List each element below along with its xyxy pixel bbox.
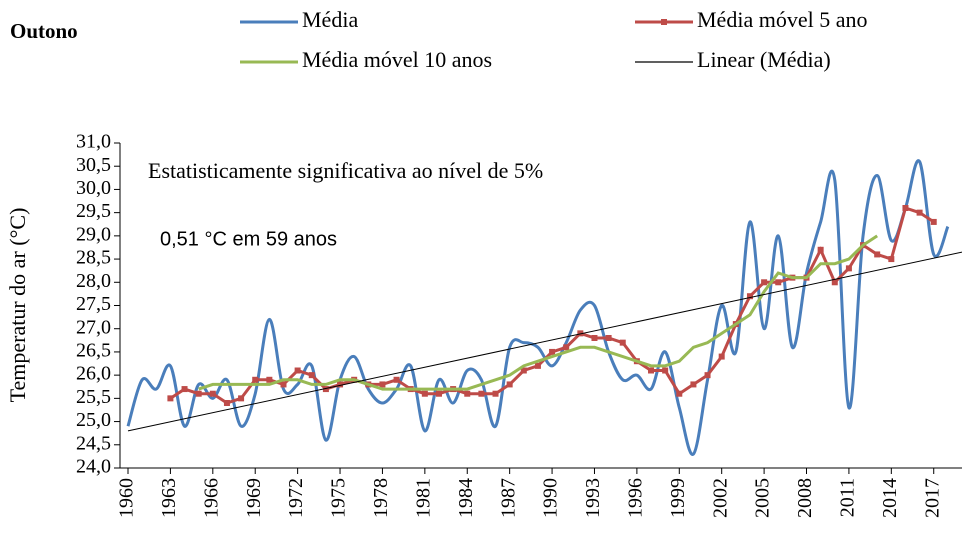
series-marker [337, 381, 344, 388]
x-tick-label: 1960 [116, 478, 138, 518]
series-marker [690, 381, 697, 388]
series-marker [761, 279, 768, 286]
series-marker [464, 390, 471, 397]
y-tick-label: 26,5 [76, 340, 111, 362]
series-marker [704, 372, 711, 379]
y-tick-label: 30,0 [76, 177, 111, 199]
x-tick-label: 2005 [752, 478, 774, 518]
series-marker [746, 293, 753, 300]
y-tick-label: 25,5 [76, 386, 111, 408]
annotation: 0,51 °C em 59 anos [160, 228, 337, 250]
series-marker [421, 390, 428, 397]
x-tick-label: 1999 [667, 478, 689, 518]
series-marker [648, 367, 655, 374]
series-marker [845, 265, 852, 272]
x-tick-label: 1975 [328, 478, 350, 518]
x-tick-label: 1963 [158, 478, 180, 518]
legend-label: Média móvel 5 ano [697, 7, 867, 32]
legend-marker [661, 19, 667, 25]
series-marker [605, 335, 612, 341]
series-marker [549, 348, 556, 355]
series-marker [916, 209, 923, 216]
series-marker [591, 335, 598, 341]
series-marker [435, 390, 442, 397]
y-axis-label: Temperatur do ar (°C) [5, 208, 30, 403]
series-marker [718, 353, 725, 360]
series-marker [238, 395, 245, 402]
y-tick-label: 29,5 [76, 200, 111, 222]
series-marker [662, 367, 669, 374]
series-marker [492, 390, 499, 397]
series-marker [930, 218, 937, 225]
series-marker [252, 376, 259, 383]
series-line [126, 159, 950, 456]
series-marker [874, 251, 881, 258]
y-tick-label: 28,5 [76, 247, 111, 269]
annotation: Estatisticamente significativa ao nível … [148, 158, 543, 183]
x-tick-label: 1978 [370, 478, 392, 518]
series-marker [379, 381, 386, 388]
x-tick-label: 1981 [412, 478, 434, 518]
y-tick-label: 28,0 [76, 270, 111, 292]
x-tick-label: 1984 [455, 478, 477, 518]
series-marker [280, 381, 287, 388]
y-tick-label: 26,0 [76, 363, 111, 385]
x-tick-label: 2011 [837, 478, 859, 517]
series-marker [676, 390, 683, 397]
series-marker [563, 344, 570, 351]
series-marker [888, 256, 895, 263]
x-tick-label: 1996 [624, 478, 646, 518]
y-tick-label: 29,0 [76, 223, 111, 245]
y-tick-label: 24,0 [76, 456, 111, 478]
series-marker [775, 279, 782, 286]
series-marker [266, 376, 273, 383]
series-marker [817, 246, 824, 253]
series-marker [902, 205, 909, 211]
x-tick-label: 1972 [285, 478, 307, 518]
x-tick-label: 1966 [200, 478, 222, 518]
series-marker [506, 381, 513, 388]
y-tick-label: 31,0 [76, 131, 111, 153]
series-marker [223, 400, 230, 406]
x-tick-label: 1990 [540, 478, 562, 518]
legend-label: Linear (Média) [697, 47, 831, 72]
series-marker [308, 372, 315, 379]
legend-label: Média [302, 7, 358, 32]
series-marker [322, 386, 329, 393]
legend-label: Média móvel 10 anos [302, 47, 492, 72]
y-tick-label: 24,5 [76, 432, 111, 454]
y-tick-label: 27,0 [76, 316, 111, 338]
chart-title: Outono [10, 19, 78, 43]
y-tick-label: 25,0 [76, 409, 111, 431]
y-tick-label: 27,5 [76, 293, 111, 315]
series-marker [831, 279, 838, 286]
series-line [127, 251, 962, 432]
series-marker [294, 367, 301, 374]
series-marker [577, 330, 584, 337]
series-marker [534, 362, 541, 369]
series-marker [520, 367, 527, 374]
x-tick-label: 1987 [497, 478, 519, 518]
x-tick-label: 2008 [794, 478, 816, 518]
series-marker [209, 390, 216, 397]
x-tick-label: 2002 [709, 478, 731, 518]
series-marker [167, 395, 174, 402]
series-marker [195, 390, 202, 397]
series-marker [478, 390, 485, 397]
x-tick-label: 1993 [582, 478, 604, 518]
x-tick-label: 1969 [243, 478, 265, 518]
x-tick-label: 2017 [921, 478, 943, 518]
series-line [198, 234, 879, 391]
y-tick-label: 30,5 [76, 154, 111, 176]
series-marker [393, 376, 400, 383]
series-marker [181, 386, 188, 393]
series-marker [619, 339, 626, 346]
x-tick-label: 2014 [879, 478, 901, 518]
